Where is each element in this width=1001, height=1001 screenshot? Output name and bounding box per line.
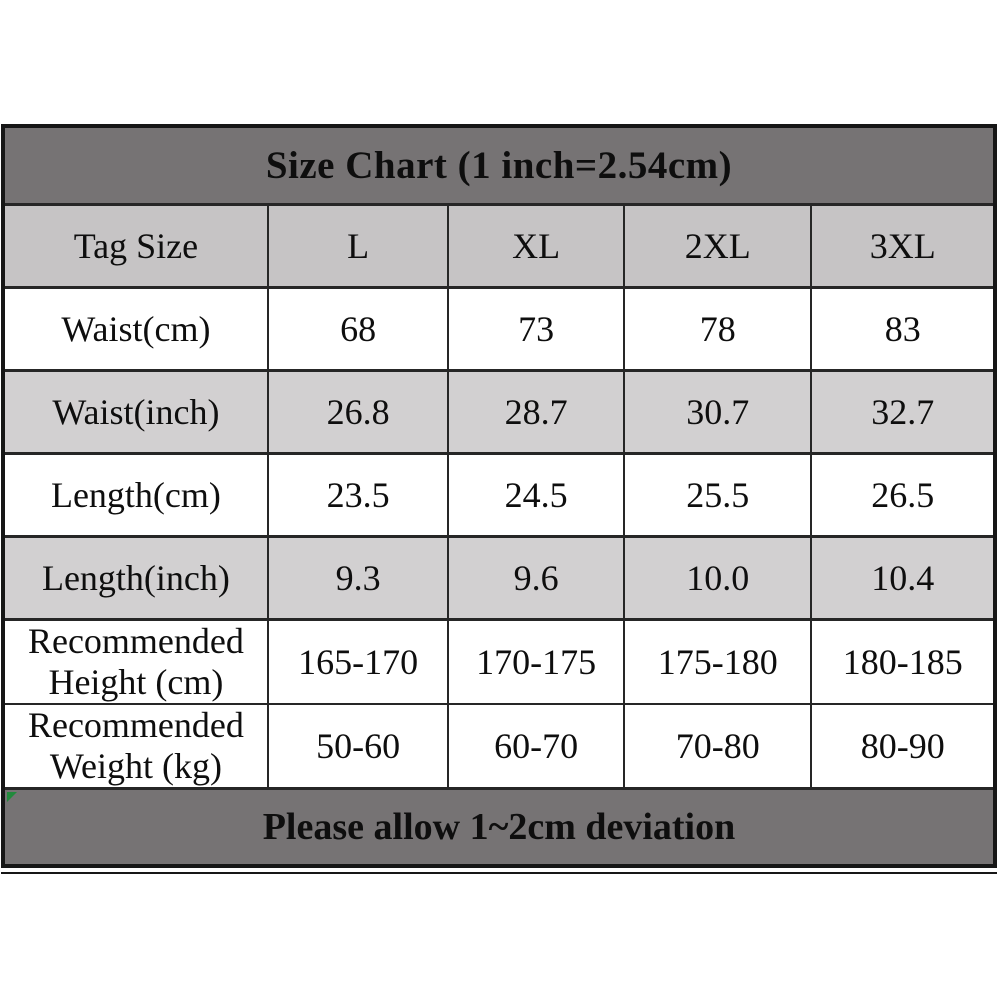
cell-corner-marker-icon — [7, 792, 17, 803]
table-header-row: Tag Size L XL 2XL 3XL — [2, 203, 996, 289]
row-label: Length(inch) — [2, 535, 269, 621]
cell-value: 83 — [810, 286, 996, 372]
cell-value: 24.5 — [447, 452, 625, 538]
cell-value: 60-70 — [447, 703, 625, 791]
table-row-length-inch: Length(inch) 9.3 9.6 10.0 10.4 — [2, 535, 996, 621]
cell-value: 78 — [622, 286, 813, 372]
table-row-length-cm: Length(cm) 23.5 24.5 25.5 26.5 — [2, 452, 996, 538]
table-row-waist-inch: Waist(inch) 26.8 28.7 30.7 32.7 — [2, 369, 996, 455]
column-header-tag-size: Tag Size — [2, 203, 269, 289]
cell-value: 50-60 — [266, 703, 450, 791]
table-row-waist-cm: Waist(cm) 68 73 78 83 — [2, 286, 996, 372]
row-label: Length(cm) — [2, 452, 269, 538]
cell-value: 25.5 — [622, 452, 813, 538]
deviation-note-cell: Please allow 1~2cm deviation — [2, 787, 996, 868]
cell-value: 30.7 — [622, 369, 813, 455]
cell-value: 9.3 — [266, 535, 450, 621]
cell-value: 10.4 — [810, 535, 996, 621]
cell-value: 170-175 — [447, 618, 625, 706]
table-title-row: Size Chart (1 inch=2.54cm) — [2, 124, 996, 206]
cell-value: 70-80 — [622, 703, 813, 791]
cell-value: 10.0 — [622, 535, 813, 621]
cell-value: 80-90 — [810, 703, 996, 791]
row-label: Recommended Weight (kg) — [2, 703, 269, 791]
cell-value: 26.5 — [810, 452, 996, 538]
cell-value: 32.7 — [810, 369, 996, 455]
cell-value: 26.8 — [266, 369, 450, 455]
table-row-recommended-height: Recommended Height (cm) 165-170 170-175 … — [2, 618, 996, 706]
row-label: Waist(cm) — [2, 286, 269, 372]
column-header-size-3xl: 3XL — [810, 203, 996, 289]
row-label: Recommended Height (cm) — [2, 618, 269, 706]
column-header-size-l: L — [266, 203, 450, 289]
column-header-size-xl: XL — [447, 203, 625, 289]
size-chart-table-wrap: Size Chart (1 inch=2.54cm) Tag Size L XL… — [1, 124, 997, 874]
cell-value: 9.6 — [447, 535, 625, 621]
deviation-note-text: Please allow 1~2cm deviation — [262, 806, 736, 849]
row-label: Waist(inch) — [2, 369, 269, 455]
column-header-size-2xl: 2XL — [622, 203, 813, 289]
table-title: Size Chart (1 inch=2.54cm) — [2, 124, 996, 206]
cell-value: 28.7 — [447, 369, 625, 455]
cell-value: 68 — [266, 286, 450, 372]
table-footer-row: Please allow 1~2cm deviation — [2, 787, 996, 868]
cell-value: 23.5 — [266, 452, 450, 538]
cell-value: 180-185 — [810, 618, 996, 706]
cell-value: 165-170 — [266, 618, 450, 706]
cell-value: 175-180 — [622, 618, 813, 706]
cell-value: 73 — [447, 286, 625, 372]
size-chart-table: Size Chart (1 inch=2.54cm) Tag Size L XL… — [1, 124, 997, 869]
table-row-recommended-weight: Recommended Weight (kg) 50-60 60-70 70-8… — [2, 703, 996, 791]
